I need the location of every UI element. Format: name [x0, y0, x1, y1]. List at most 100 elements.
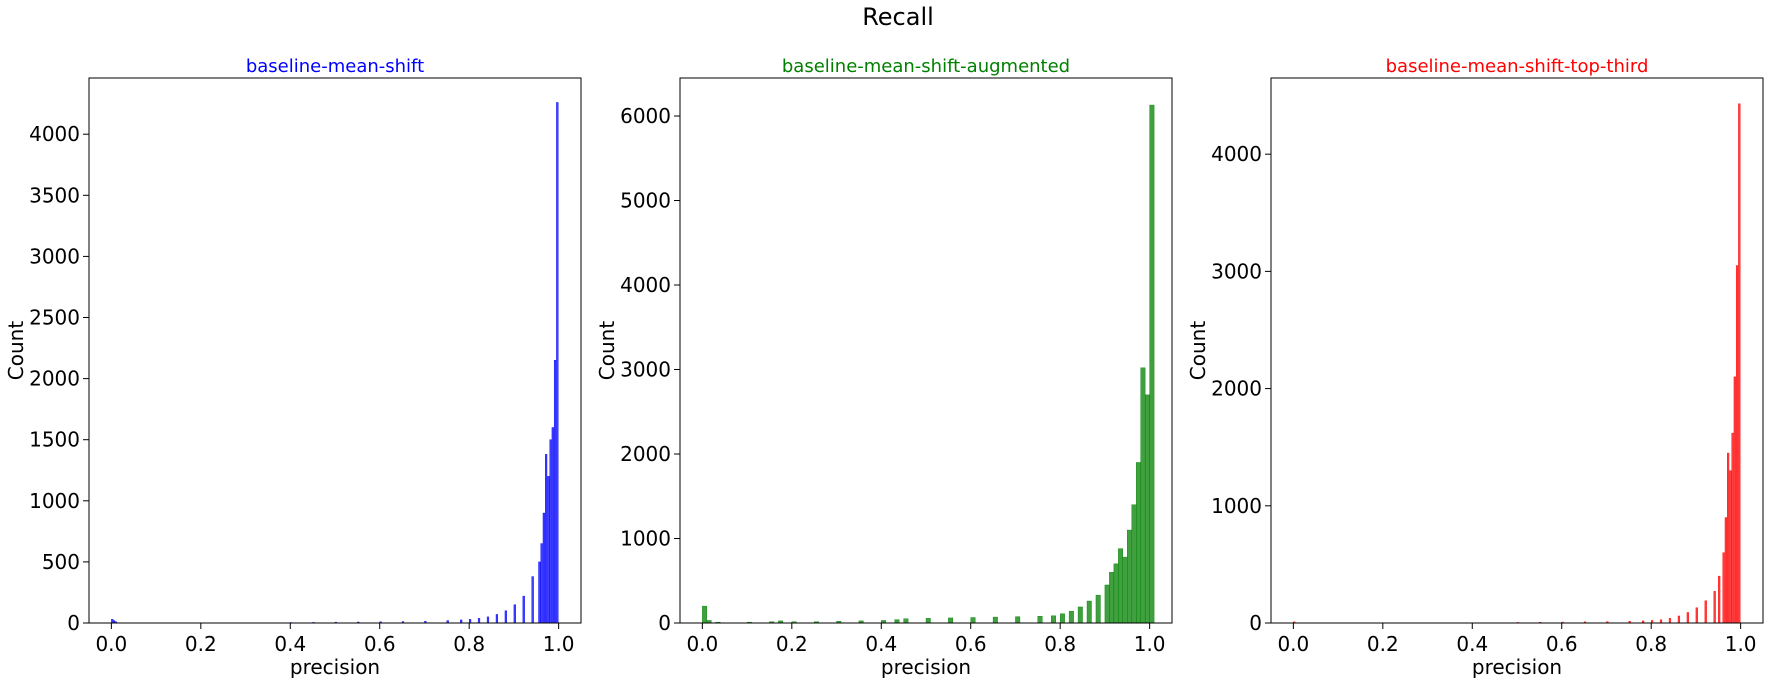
x-tick-label-baseline-4: 0.8: [453, 632, 485, 656]
x-tick-label-augmented-5: 1.0: [1134, 632, 1166, 656]
bar-baseline-25: [549, 439, 552, 624]
bar-augmented-18: [1037, 616, 1043, 624]
x-tick-label-augmented-2: 0.4: [865, 632, 897, 656]
axes-frame-augmented: [679, 77, 1173, 624]
bar-baseline-19: [531, 576, 534, 624]
bar-augmented-35: [1149, 104, 1155, 624]
x-tick-label-baseline-1: 0.2: [185, 632, 217, 656]
bars-baseline: [111, 102, 559, 624]
y-tick-label-top-third-1: 1000: [1211, 494, 1262, 518]
bar-top-third-11: [1677, 615, 1681, 624]
y-tick-label-baseline-7: 3500: [29, 183, 80, 207]
y-tick-label-baseline-1: 500: [42, 550, 80, 574]
y-axis-label-baseline: Count: [4, 321, 28, 381]
x-tick-label-baseline-2: 0.4: [274, 632, 306, 656]
bar-baseline-13: [477, 618, 481, 624]
bar-baseline-27: [553, 360, 557, 624]
bar-augmented-27: [1113, 563, 1119, 624]
y-tick-label-augmented-4: 4000: [620, 273, 671, 297]
y-tick-label-augmented-1: 1000: [620, 527, 671, 551]
bar-top-third-21: [1731, 432, 1734, 624]
x-tick-label-top-third-4: 0.8: [1635, 632, 1667, 656]
bar-augmented-32: [1136, 462, 1141, 624]
bar-augmented-24: [1095, 594, 1101, 624]
bar-augmented-29: [1122, 556, 1128, 624]
bar-augmented-31: [1131, 504, 1137, 624]
x-tick-label-augmented-4: 0.8: [1044, 632, 1076, 656]
histogram-baseline: 0.0 0.2 0.4 0.6 0.8 1.0 0 500 1000 1500 2000 2500 30…: [4, 56, 582, 678]
x-tick-label-top-third-3: 0.6: [1546, 632, 1578, 656]
bars-top-third: [1293, 103, 1741, 624]
bar-augmented-20: [1059, 613, 1065, 624]
bar-augmented-19: [1051, 615, 1056, 624]
bar-augmented-11: [894, 619, 900, 624]
y-tick-label-augmented-5: 5000: [620, 189, 671, 213]
x-tick-label-top-third-5: 1.0: [1725, 632, 1757, 656]
bar-baseline-17: [513, 604, 516, 624]
bar-augmented-28: [1118, 548, 1123, 624]
histogram-top-third: 0.0 0.2 0.4 0.6 0.8 1.0 0 1000 2000 3000 4000 basel…: [1186, 56, 1764, 678]
axes-frame-baseline: [88, 77, 582, 624]
bar-augmented-15: [970, 617, 976, 624]
bar-top-third-20: [1729, 470, 1732, 624]
y-tick-label-baseline-2: 1000: [29, 489, 80, 513]
bar-baseline-18: [522, 595, 525, 624]
y-tick-label-augmented-6: 6000: [620, 104, 671, 128]
y-axis-label-augmented: Count: [595, 321, 619, 381]
panel-title-augmented: baseline-mean-shift-augmented: [782, 56, 1070, 77]
figure-suptitle: Recall: [862, 3, 934, 31]
x-tick-label-baseline-0: 0.0: [95, 632, 127, 656]
bar-top-third-18: [1724, 517, 1727, 624]
x-tick-label-baseline-5: 1.0: [543, 632, 575, 656]
bar-augmented-13: [925, 618, 931, 624]
y-axis-label-top-third: Count: [1186, 321, 1210, 381]
x-tick-label-baseline-3: 0.6: [364, 632, 396, 656]
panel-title-baseline: baseline-mean-shift: [246, 56, 424, 77]
bar-augmented-12: [903, 618, 909, 624]
bar-baseline-0: [111, 619, 114, 624]
x-axis-label-top-third: precision: [1472, 655, 1562, 678]
bar-augmented-21: [1068, 610, 1074, 624]
bar-top-third-10: [1668, 618, 1672, 624]
bar-augmented-30: [1127, 529, 1132, 624]
histogram-augmented: 0.0 0.2 0.4 0.6 0.8 1.0 0 1000 2000 3000 4000 5000 6…: [595, 56, 1173, 678]
x-tick-label-augmented-3: 0.6: [955, 632, 987, 656]
bar-baseline-28: [556, 102, 559, 624]
bar-baseline-21: [540, 543, 543, 624]
x-axis-label-augmented: precision: [881, 655, 971, 678]
y-tick-label-baseline-3: 1500: [29, 428, 80, 452]
y-tick-label-baseline-6: 3000: [29, 244, 80, 268]
bar-baseline-22: [542, 512, 545, 624]
x-tick-label-top-third-0: 0.0: [1277, 632, 1309, 656]
bar-baseline-15: [495, 614, 499, 624]
axes-frame-top-third: [1270, 77, 1764, 624]
bar-top-third-12: [1686, 612, 1689, 624]
bar-augmented-16: [992, 616, 998, 624]
y-tick-label-baseline-8: 4000: [29, 122, 80, 146]
x-tick-label-augmented-0: 0.0: [686, 632, 718, 656]
bar-augmented-25: [1104, 584, 1110, 624]
x-tick-label-top-third-1: 0.2: [1367, 632, 1399, 656]
bar-augmented-34: [1144, 394, 1150, 624]
bar-top-third-15: [1713, 591, 1716, 624]
bar-augmented-14: [948, 617, 954, 624]
bar-top-third-16: [1718, 575, 1721, 624]
bar-top-third-17: [1722, 552, 1725, 624]
y-tick-label-augmented-2: 2000: [620, 442, 671, 466]
bar-baseline-20: [538, 561, 541, 624]
bar-baseline-12: [468, 619, 472, 624]
bar-top-third-24: [1738, 103, 1741, 624]
y-tick-label-baseline-4: 2000: [29, 367, 80, 391]
bar-top-third-14: [1704, 600, 1707, 624]
bar-baseline-23: [545, 454, 548, 624]
y-tick-label-baseline-5: 2500: [29, 306, 80, 330]
bar-top-third-13: [1695, 607, 1698, 624]
y-tick-label-augmented-3: 3000: [620, 358, 671, 382]
x-tick-label-augmented-1: 0.2: [776, 632, 808, 656]
y-tick-label-top-third-2: 2000: [1211, 377, 1262, 401]
bar-augmented-33: [1140, 367, 1146, 624]
y-tick-label-top-third-0: 0: [1249, 611, 1262, 635]
x-tick-label-top-third-2: 0.4: [1456, 632, 1488, 656]
bar-baseline-24: [547, 476, 550, 624]
